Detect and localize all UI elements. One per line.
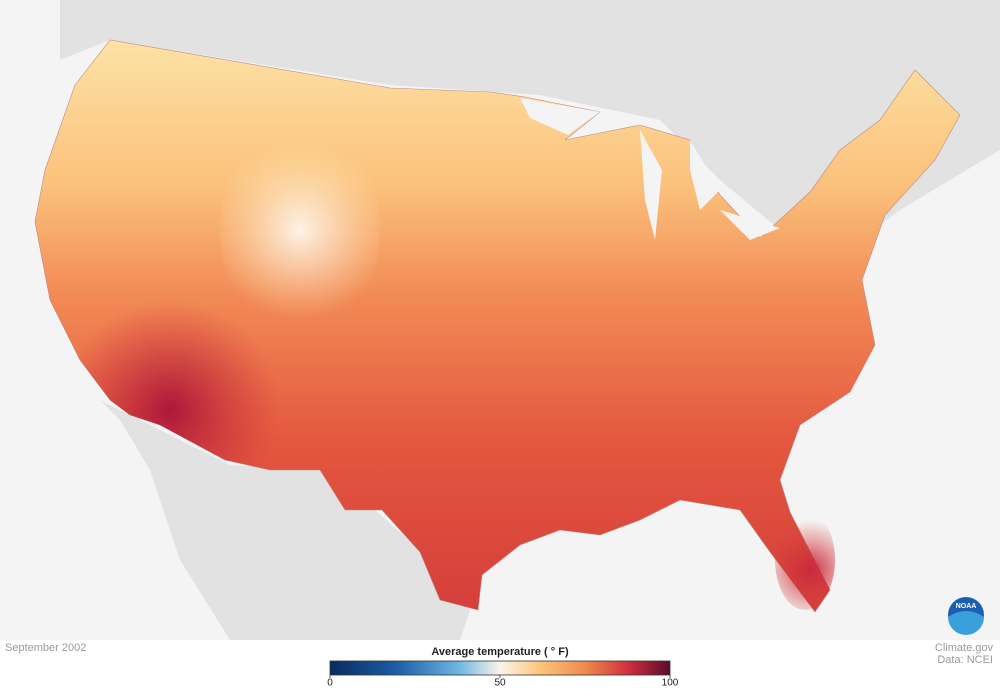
mexico bbox=[100, 400, 470, 640]
noaa-logo-wave bbox=[948, 611, 984, 635]
colorbar-tick-label: 50 bbox=[494, 678, 506, 689]
colorbar bbox=[329, 660, 671, 676]
florida-heat bbox=[775, 510, 835, 610]
legend-title: Average temperature ( ° F) bbox=[431, 646, 569, 658]
great-lakes bbox=[520, 98, 780, 240]
colorbar-tick-label: 100 bbox=[662, 678, 679, 689]
colorbar-tick-label: 0 bbox=[327, 678, 333, 689]
credit-label: Climate.gov bbox=[935, 642, 994, 654]
source-label: Data: NCEI bbox=[937, 654, 993, 666]
rockies-cool bbox=[220, 120, 380, 340]
noaa-logo-text: NOAA bbox=[956, 603, 977, 610]
date-label: September 2002 bbox=[5, 642, 86, 654]
canada bbox=[60, 0, 1000, 240]
